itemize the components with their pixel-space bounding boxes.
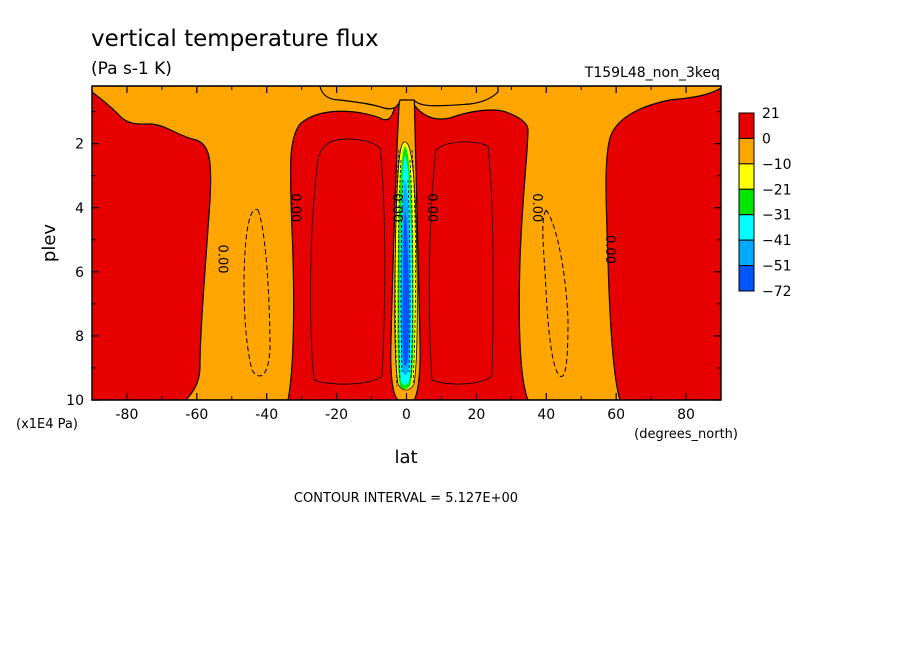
y-tick-label: 8	[75, 329, 84, 345]
units-label: (Pa s-1 K)	[91, 59, 172, 79]
contour-field	[92, 86, 721, 400]
y-tick-label: 10	[66, 393, 84, 409]
colorbar-label: −72	[762, 284, 792, 300]
x-tick-label: 20	[467, 407, 485, 423]
colorbar-label: 0	[762, 131, 771, 147]
contour-red-south	[310, 138, 386, 385]
x-tick-label: 0	[402, 407, 411, 423]
colorbar-label: −31	[762, 208, 792, 224]
colorbar: 21 0 −10 −21 −31 −41 −51 −72	[738, 106, 792, 300]
contour-interval-note: CONTOUR INTERVAL = 5.127E+00	[294, 491, 518, 506]
contour-label: 0.00	[529, 193, 544, 222]
jet-blue	[402, 210, 409, 366]
colorbar-swatch	[738, 163, 755, 190]
contour-dashed-south	[243, 208, 271, 377]
x-tick-label: -40	[255, 407, 278, 423]
band-south	[92, 86, 397, 400]
contour-label: 0.00	[424, 193, 439, 222]
y-tick-label: 4	[75, 201, 84, 217]
x-tick-label: -60	[185, 407, 208, 423]
colorbar-label: −10	[762, 157, 792, 173]
x-tick-label: -20	[325, 407, 348, 423]
colorbar-label: −41	[762, 233, 792, 249]
band-top	[319, 86, 499, 110]
jet-contour-lines	[394, 149, 416, 387]
colorbar-label: 21	[762, 106, 780, 122]
y-units-label: (x1E4 Pa)	[16, 417, 78, 432]
contour-label: 0.00	[602, 235, 617, 264]
x-tick-label: 40	[537, 407, 555, 423]
band-north	[411, 86, 721, 400]
colorbar-swatch	[738, 239, 755, 267]
x-units-label: (degrees_north)	[634, 427, 738, 442]
contour-dashed-north	[542, 209, 569, 377]
colorbar-label: −21	[762, 182, 792, 198]
y-tick-label: 6	[75, 265, 84, 281]
contour-labels: 0.00 0.00 0.00 0.00 0.00 0.00	[214, 193, 617, 273]
x-axis: -80 -60 -40 -20 0 20 40 60 80	[91, 86, 722, 423]
y-tick-label: 2	[75, 137, 84, 153]
contour-label: 0.00	[288, 193, 303, 222]
colorbar-swatch	[738, 214, 755, 241]
y-axis-label: plev	[39, 224, 60, 263]
chart-title: vertical temperature flux	[91, 26, 379, 52]
y-axis: 2 4 6 8 10	[66, 111, 721, 409]
colorbar-swatch	[738, 112, 755, 139]
contour-label: 0.00	[389, 193, 404, 222]
x-axis-label: lat	[394, 447, 417, 468]
contour-label: 0.00	[214, 245, 229, 274]
colorbar-swatch	[738, 265, 755, 292]
colorbar-label: −51	[762, 259, 792, 275]
x-tick-label: 60	[607, 407, 625, 423]
contour-red-north	[428, 141, 494, 385]
x-tick-label: -80	[116, 407, 139, 423]
run-label: T159L48_non_3keq	[584, 65, 720, 81]
colorbar-swatch	[738, 137, 755, 165]
colorbar-swatch	[738, 188, 755, 216]
x-tick-label: 80	[677, 407, 695, 423]
